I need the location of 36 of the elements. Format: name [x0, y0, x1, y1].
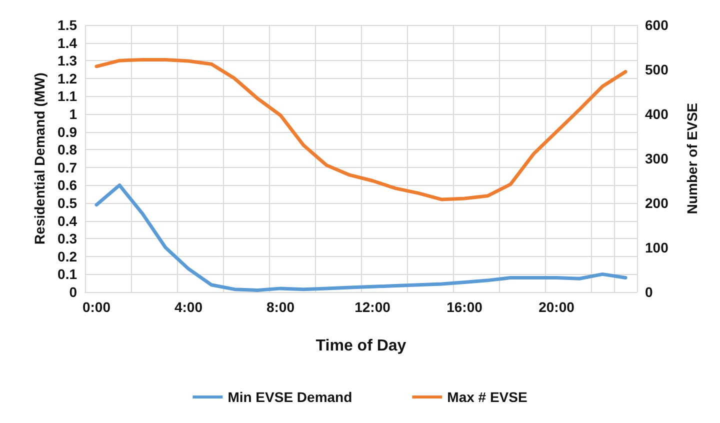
y2-tick-label: 600	[645, 17, 669, 33]
y2-tick-label: 0	[645, 284, 653, 300]
y2-tick-label: 300	[645, 150, 669, 166]
y-tick-label: 0.4	[58, 212, 78, 229]
legend-label: Min EVSE Demand	[228, 389, 352, 405]
x-tick-label: 12:00	[354, 299, 391, 315]
y-tick-label: 0.5	[58, 195, 78, 211]
y2-tick-label: 200	[645, 195, 669, 211]
x-tick-label: 4:00	[174, 299, 203, 315]
x-axis-title: Time of Day	[316, 338, 406, 354]
y-tick-label: 1.2	[58, 70, 78, 86]
legend-label: Max # EVSE	[447, 389, 528, 405]
x-tick-label: 8:00	[266, 299, 295, 315]
y-tick-label: 0.6	[58, 177, 78, 194]
x-tick-label: 20:00	[538, 299, 575, 315]
y-tick-label: 1.4	[58, 34, 78, 51]
y2-tick-label: 500	[645, 62, 669, 78]
y-tick-label: 0.7	[58, 159, 78, 176]
y-tick-label: 1	[69, 106, 78, 122]
y-tick-label: 1.1	[58, 88, 78, 104]
y-tick-label: 0.3	[58, 230, 78, 247]
y2-tick-label: 400	[645, 106, 669, 122]
y2-axis-title: Number of EVSE	[684, 102, 700, 214]
y-tick-label: 1.5	[58, 17, 78, 33]
y-tick-label: 0.8	[58, 142, 78, 158]
y-axis-title: Residential Demand (MW)	[32, 72, 48, 244]
y-tick-label: 0.2	[58, 248, 78, 264]
line-series	[94, 58, 628, 202]
y-tick-label: 1.3	[58, 52, 78, 69]
y-tick-label: 0	[69, 284, 78, 300]
y2-tick-label: 100	[645, 240, 669, 256]
x-tick-label: 16:00	[446, 299, 483, 315]
line-series	[94, 183, 628, 292]
y-tick-label: 0.1	[58, 266, 78, 282]
y-tick-label: 0.9	[58, 124, 78, 140]
x-tick-label: 0:00	[82, 299, 111, 315]
